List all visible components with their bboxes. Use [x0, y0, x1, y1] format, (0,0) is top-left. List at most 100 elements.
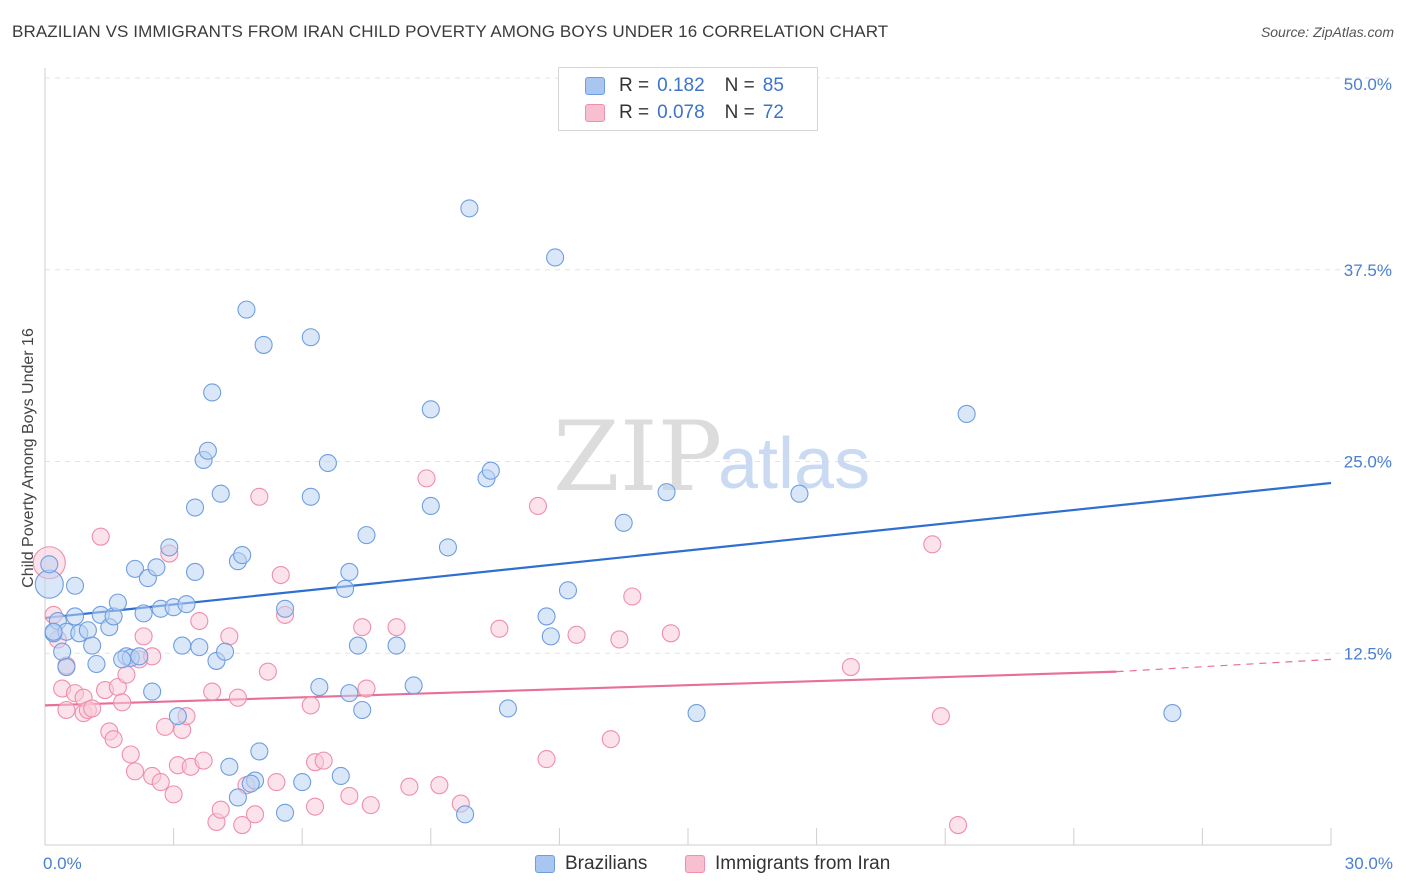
brazilians-point — [160, 538, 179, 557]
brazilians-point — [340, 562, 359, 581]
brazilians-point — [65, 576, 85, 595]
brazilians-point — [168, 707, 187, 726]
iran-point — [121, 745, 140, 764]
iran-point — [387, 618, 406, 637]
brazilians-point — [276, 803, 295, 822]
iran-point — [134, 627, 153, 646]
brazilians-point — [558, 581, 578, 600]
brazilians-point — [318, 453, 337, 473]
source-credit: Source: ZipAtlas.com — [1260, 24, 1394, 40]
iran-point — [361, 796, 380, 815]
bottom-swatch-iran — [685, 855, 705, 873]
brazilians-point — [438, 538, 457, 557]
y-axis-label: Child Poverty Among Boys Under 16 — [20, 328, 37, 588]
brazilians-point — [957, 404, 976, 423]
brazilians-point — [113, 650, 132, 669]
iran-point — [83, 699, 102, 718]
iran-point — [245, 805, 265, 824]
brazilians-point — [301, 328, 320, 347]
iran-point — [353, 618, 372, 637]
brazilians-points — [34, 199, 1182, 824]
legend-n-label: N = — [724, 102, 755, 123]
iran-point — [125, 762, 145, 781]
brazilians-point — [293, 773, 312, 792]
brazilians-point — [125, 559, 145, 578]
brazilians-point — [614, 513, 633, 532]
y-tick-label: 37.5% — [1344, 261, 1392, 280]
brazilians-point — [57, 658, 76, 677]
legend-r-value: 0.078 — [657, 102, 705, 123]
brazilians-point — [340, 684, 359, 703]
brazilians-point — [233, 546, 252, 565]
brazilians-point — [143, 682, 162, 701]
iran-point — [271, 565, 290, 585]
legend-row-brazilians: R = 0.182 N = 85 — [585, 74, 784, 98]
brazilians-point — [1163, 704, 1182, 723]
axes — [44, 68, 1332, 846]
brazilians-point — [130, 647, 149, 666]
x-tick-label: 0.0% — [43, 854, 82, 873]
brazilians-point — [687, 704, 706, 723]
x-tick-label: 30.0% — [1345, 854, 1393, 873]
iran-point — [610, 630, 629, 649]
brazilians-point — [310, 677, 329, 697]
iran-point — [250, 487, 269, 506]
iran-point — [931, 707, 950, 726]
watermark-zip: ZIP — [553, 401, 722, 513]
brazilians-point — [421, 400, 440, 419]
iran-point — [923, 535, 942, 554]
iran-point — [430, 776, 449, 795]
iran-point — [190, 611, 209, 631]
brazilians-point — [185, 562, 205, 581]
brazilians-point — [353, 700, 372, 720]
brazilians-point — [276, 599, 295, 618]
iran-point — [601, 730, 620, 749]
brazilians-point — [481, 461, 500, 480]
iran-point — [233, 816, 252, 835]
brazilians-point — [87, 654, 106, 674]
iran-point — [841, 658, 860, 677]
brazilians-point — [40, 555, 59, 574]
brazilians-point — [228, 788, 247, 807]
iran-point — [528, 496, 548, 516]
gridlines — [45, 77, 1392, 654]
trend-line-brazilians — [44, 481, 1332, 620]
brazilians-point — [44, 622, 63, 641]
legend-swatch-brazilians — [585, 77, 605, 95]
brazilians-point — [185, 498, 205, 517]
iran-point — [228, 688, 247, 707]
brazilians-point — [301, 487, 320, 506]
brazilians-point — [421, 496, 440, 516]
iran-point — [567, 625, 586, 644]
trend-lines — [44, 481, 1332, 707]
iran-point — [164, 785, 183, 804]
brazilians-point — [34, 569, 64, 599]
legend-r-value: 0.182 — [657, 75, 705, 96]
bottom-swatch-brazilians — [535, 855, 555, 873]
legend-r-label: R = — [619, 102, 650, 123]
brazilians-point — [498, 699, 518, 718]
bottom-legend-label-brazilians: Brazilians — [565, 853, 648, 874]
brazilians-point — [220, 757, 239, 776]
brazilians-point — [404, 676, 423, 695]
iran-point — [151, 773, 170, 792]
legend-n-value: 72 — [762, 102, 784, 123]
brazilians-point — [336, 579, 355, 598]
iran-point — [104, 730, 123, 749]
iran-point — [117, 665, 136, 684]
brazilians-point — [546, 248, 565, 267]
iran-point — [340, 786, 359, 805]
brazilians-point — [331, 766, 350, 786]
y-tick-label: 12.5% — [1344, 644, 1392, 663]
iran-point — [314, 751, 333, 770]
brazilians-point — [78, 621, 97, 640]
bottom-legend-brazilians: Brazilians — [535, 852, 647, 876]
brazilians-point — [215, 642, 235, 661]
iran-points — [32, 469, 968, 835]
iran-point — [211, 800, 230, 819]
iran-point — [155, 717, 175, 736]
brazilians-point — [134, 604, 153, 623]
legend-row-iran: R = 0.078 N = 72 — [585, 101, 784, 125]
brazilians-point — [790, 484, 809, 503]
x-tick-labels: 0.0% 30.0% — [43, 854, 1393, 873]
